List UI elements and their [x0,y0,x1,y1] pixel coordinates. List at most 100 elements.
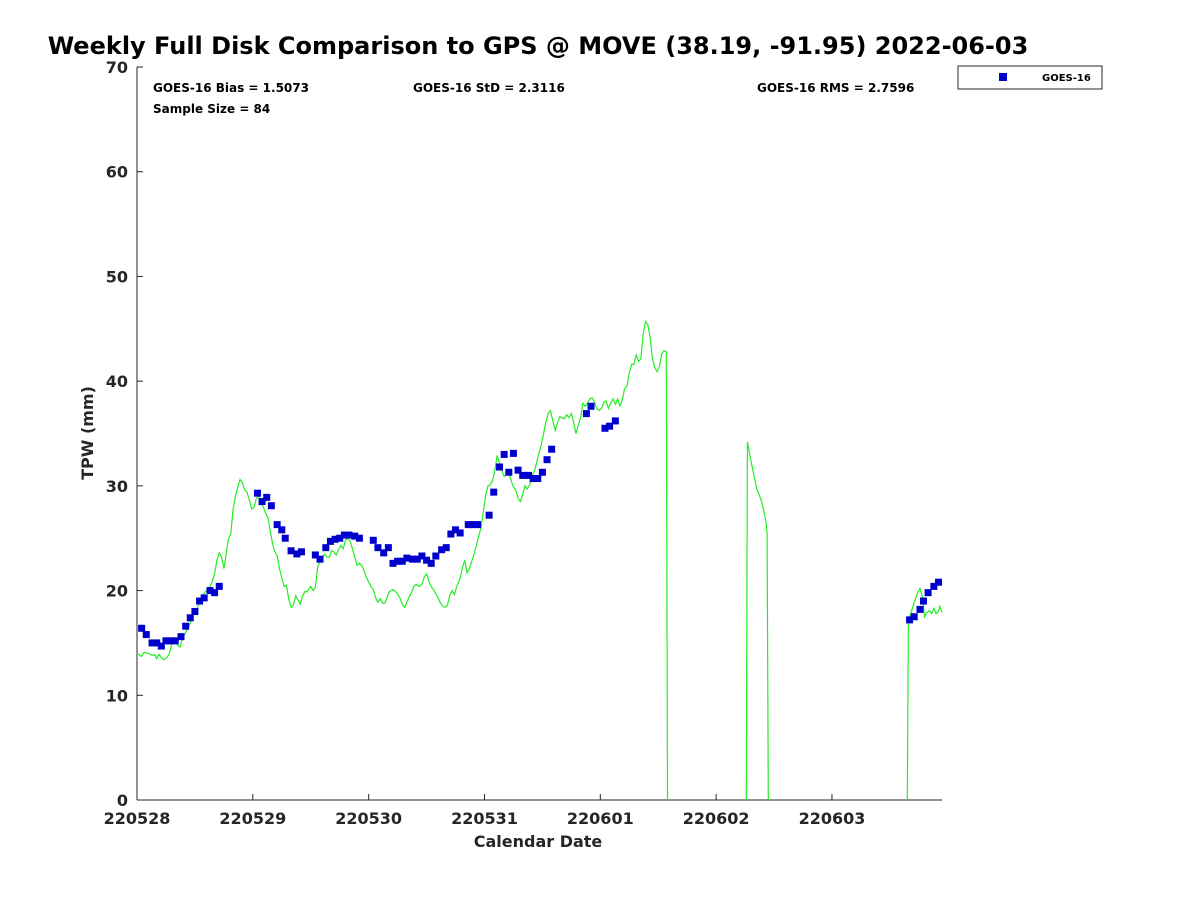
x-axis-label: Calendar Date [474,832,603,851]
legend: GOES-16 [957,65,1103,90]
goes16-point [409,555,417,563]
goes16-point [340,531,348,539]
goes16-point [316,555,324,563]
goes16-point [582,410,590,418]
bias-stat: GOES-16 Bias = 1.5073 [153,81,309,95]
goes16-point [432,552,440,560]
goes16-point [442,544,450,552]
gps-line-segment [136,320,669,801]
goes16-point [427,559,435,567]
goes16-point [142,631,150,639]
goes16-point [548,445,556,453]
y-tick-label: 50 [106,267,128,286]
y-axis-ticks: 0 10 20 30 40 50 60 70 [106,58,143,810]
x-tick-label: 220603 [799,809,866,828]
goes16-point [211,589,219,597]
goes16-point [524,471,532,479]
plot-area: 0 10 20 30 40 50 60 70 220528 220529 220530 220531… [104,58,943,828]
goes16-point [263,493,271,501]
goes16-point [297,548,305,556]
goes16-point [485,511,493,519]
y-tick-label: 10 [106,686,128,705]
goes16-point [293,550,301,558]
goes16-point [389,559,397,567]
goes16-point [273,521,281,529]
goes16-point [369,536,377,544]
goes16-point [906,616,914,624]
goes16-point [267,502,275,510]
goes16-point [930,582,938,590]
goes16-point [543,456,551,464]
goes16-point [538,468,546,476]
goes16-point [331,535,339,543]
y-tick-label: 40 [106,372,128,391]
goes16-point [587,402,595,410]
x-tick-label: 220529 [219,809,286,828]
goes16-point [171,637,179,645]
goes16-point [345,531,353,539]
x-tick-label: 220601 [567,809,634,828]
y-tick-label: 60 [106,163,128,182]
goes16-point [200,594,208,602]
goes16-point [336,534,344,542]
goes16-point [380,549,388,557]
goes16-point [153,639,161,647]
goes16-point [916,605,924,613]
gps-series [136,320,943,801]
chart-title: Weekly Full Disk Comparison to GPS @ MOV… [48,32,1029,60]
goes16-point [206,587,214,595]
y-tick-label: 30 [106,477,128,496]
goes16-point [384,544,392,552]
x-tick-label: 220602 [683,809,750,828]
y-axis-label: TPW (mm) [78,386,97,480]
goes16-point [910,613,918,621]
y-tick-label: 0 [117,791,128,810]
goes16-point [519,471,527,479]
goes16-point [374,544,382,552]
goes16-point [398,557,406,565]
goes16-point [935,578,943,586]
goes16-point [182,622,190,630]
goes16-point [186,614,194,622]
goes16-point [258,498,266,506]
goes16-point [326,537,334,545]
goes16-point [447,530,455,538]
y-tick-label: 20 [106,582,128,601]
goes16-point [534,475,542,483]
goes16-point [438,546,446,554]
std-stat: GOES-16 StD = 2.3116 [413,81,565,95]
goes16-point [611,417,619,425]
goes16-point [157,642,165,650]
legend-label-goes16: GOES-16 [1042,73,1091,84]
goes16-point [601,424,609,432]
goes16-point [514,466,522,474]
goes16-point [464,521,472,529]
goes16-point [138,624,146,632]
goes16-point [281,534,289,542]
goes16-series [138,402,943,650]
goes16-point [469,521,477,529]
goes16-point [474,521,482,529]
sample-size-stat: Sample Size = 84 [153,102,270,116]
goes16-point [355,534,363,542]
goes16-point [278,526,286,534]
goes16-point [423,556,431,564]
goes16-point [529,475,537,483]
goes16-point [196,597,204,605]
goes16-point [351,532,359,540]
goes16-point [509,449,517,457]
legend-box [957,65,1103,90]
goes16-point [167,637,175,645]
gps-line-segment [745,441,769,801]
goes16-point [287,547,295,555]
legend-marker-goes16 [999,73,1007,81]
x-axis-ticks: 220528 220529 220530 220531 220601 220602 2206… [104,794,866,828]
goes16-point [418,552,426,560]
goes16-point [311,551,319,559]
goes16-point [177,633,185,641]
rms-stat: GOES-16 RMS = 2.7596 [757,81,914,95]
x-tick-label: 220530 [335,809,402,828]
goes16-point [215,582,223,590]
goes16-point [162,637,170,645]
goes16-point [191,608,199,616]
